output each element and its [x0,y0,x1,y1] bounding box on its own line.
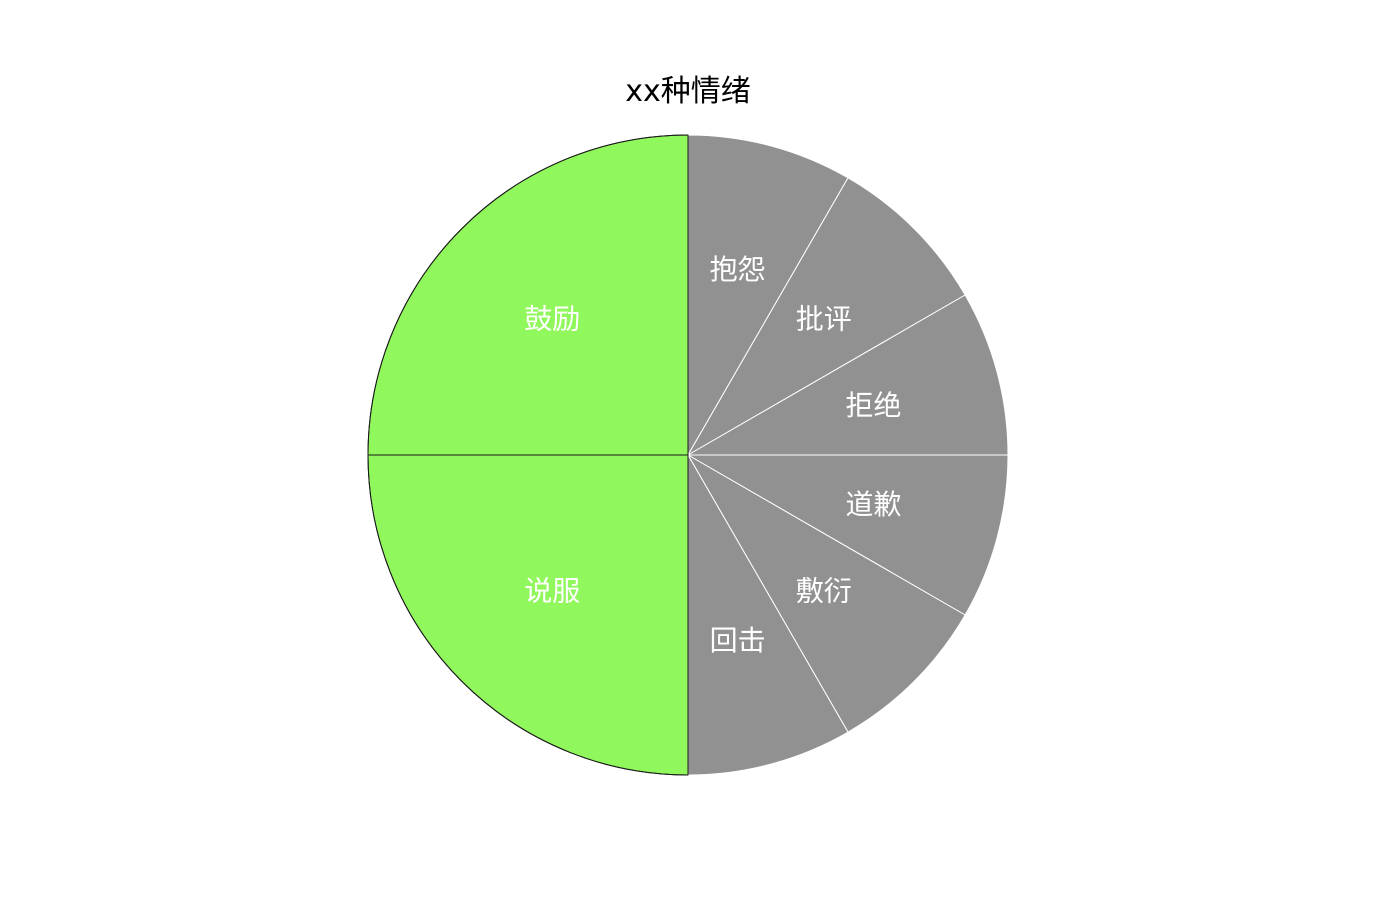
pie-slice-1 [687,134,849,456]
slice-label: 批评 [796,303,852,336]
pie-slice-6 [687,454,849,776]
pie-outline [367,134,689,776]
pie-slice-7 [367,454,689,776]
slice-label: 敷衍 [796,574,852,607]
slice-label: 抱怨 [710,253,766,286]
pie-slice-5 [687,454,966,733]
pie-slice-3 [687,294,1009,456]
slice-label: 说服 [524,574,580,607]
chart-title: xx种情绪 [625,74,751,109]
pie-slice-2 [687,177,966,456]
pie-slice-4 [687,454,1009,616]
pie-slice-8 [367,134,689,456]
slice-label: 鼓励 [524,303,580,336]
pie-slices [367,134,1009,776]
slice-label: 拒绝 [845,389,901,422]
slice-label: 道歉 [845,488,901,521]
slice-label: 回击 [710,624,766,657]
